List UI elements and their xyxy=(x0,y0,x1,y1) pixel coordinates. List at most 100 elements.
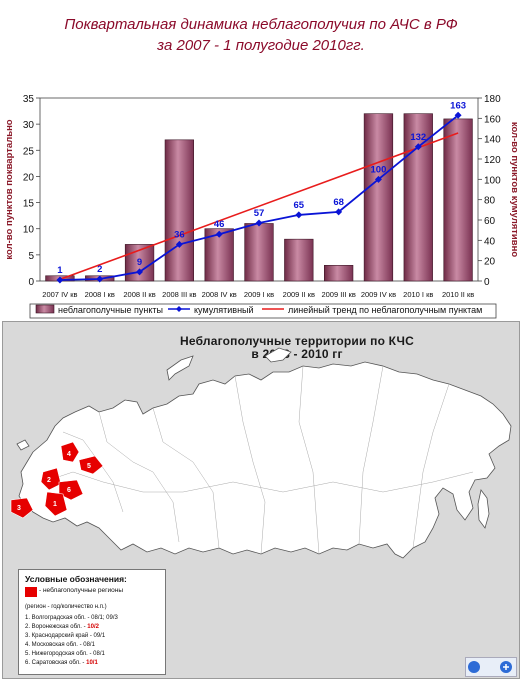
y2-tick-label: 20 xyxy=(484,257,496,268)
legend-swatch xyxy=(25,587,37,597)
cumulative-point xyxy=(335,208,343,216)
x-tick-label: 2008 I кв xyxy=(85,290,115,299)
y-tick-label: 15 xyxy=(23,199,35,210)
legend-trend-label: линейный тренд по неблагополучным пункта… xyxy=(288,305,482,315)
legend-item-text: 4. Московская обл. - 08/1 xyxy=(25,642,95,648)
cumulative-point xyxy=(374,175,382,183)
region-1-volgograd xyxy=(44,491,68,517)
x-tick-label: 2008 III кв xyxy=(162,290,196,299)
legend-item-text: 2. Воронежская обл. - xyxy=(25,624,88,630)
y2-axis-title: кол-во пунктов кумулятивно xyxy=(509,122,520,257)
trend-line xyxy=(59,132,459,281)
cumulative-point xyxy=(215,230,223,238)
chart-subtitle: за 2007 - 1 полугодие 2010гг. xyxy=(157,37,365,54)
x-tick-label: 2008 II кв xyxy=(123,290,155,299)
sakhalin-island xyxy=(477,489,490,529)
region-3-krasnodar xyxy=(10,497,34,519)
x-tick-label: 2010 I кв xyxy=(403,290,433,299)
bar xyxy=(244,223,274,282)
bar xyxy=(164,139,194,282)
map-region-number: 4 xyxy=(67,451,71,458)
legend-subtitle: (регион - год/количество н.п.) xyxy=(25,604,107,610)
bar xyxy=(443,118,473,282)
legend-item: 1. Волгоградская обл. - 08/1; 09/3 xyxy=(25,615,118,621)
cumulative-point xyxy=(175,240,183,248)
y-tick-label: 10 xyxy=(23,225,35,236)
legend-title: Условные обозначения: xyxy=(25,574,127,584)
x-tick-label: 2008 IV кв xyxy=(202,290,237,299)
y2-tick-label: 0 xyxy=(484,277,490,288)
legend-bar-label: неблагополучные пункты xyxy=(58,305,163,315)
bar xyxy=(324,265,354,282)
x-tick-label: 2009 III кв xyxy=(321,290,355,299)
legend-swatch-label: - неблагополучные регионы xyxy=(39,587,123,594)
y-tick-label: 5 xyxy=(28,251,34,262)
cumulative-point xyxy=(414,143,422,151)
y-tick-label: 0 xyxy=(28,277,34,288)
map-title: Неблагополучные территории по КЧС xyxy=(180,334,414,348)
data-label: 46 xyxy=(214,219,225,230)
cumulative-point xyxy=(295,211,303,219)
data-label: 36 xyxy=(174,229,185,240)
y2-tick-label: 40 xyxy=(484,236,496,247)
data-label: 65 xyxy=(294,200,305,211)
map-region-number: 3 xyxy=(17,505,21,512)
data-label: 100 xyxy=(371,164,387,175)
data-label: 163 xyxy=(450,100,466,111)
region-borders xyxy=(42,365,474,555)
region-2-voronezh xyxy=(40,467,62,491)
legend-item: 2. Воронежская обл. - 10/2 xyxy=(25,624,99,630)
legend-item: 6. Саратовская обл. - 10/1 xyxy=(25,660,98,666)
cumulative-point xyxy=(96,275,104,283)
chart-title: Поквартальная динамика неблагополучия по… xyxy=(64,16,458,33)
map-region-number: 6 xyxy=(67,487,71,494)
x-tick-label: 2009 IV кв xyxy=(361,290,396,299)
cumulative-point xyxy=(56,276,64,284)
arcgis-logo xyxy=(465,657,517,677)
map-region-number: 2 xyxy=(47,477,51,484)
map-region-number: 1 xyxy=(53,501,57,508)
novaya-zemlya-island xyxy=(166,355,194,381)
y2-tick-label: 180 xyxy=(484,94,501,105)
legend-item-text: 1. Волгоградская обл. - 08/1; 09/3 xyxy=(25,615,118,621)
logo-icon xyxy=(468,661,512,673)
kaliningrad-exclave xyxy=(16,439,30,451)
legend-cumulative-marker xyxy=(176,306,182,312)
x-tick-label: 2007 IV кв xyxy=(42,290,77,299)
legend-item-text: 3. Краснодарский край - 09/1 xyxy=(25,633,106,639)
infected-regions xyxy=(10,441,104,519)
cumulative-point xyxy=(255,219,263,227)
map-legend: Условные обозначения: - неблагополучные … xyxy=(18,569,166,675)
region-5-nizhny-novgorod xyxy=(78,455,104,475)
legend-frame xyxy=(29,303,497,319)
y2-tick-label: 100 xyxy=(484,175,501,186)
x-tick-label: 2010 II кв xyxy=(442,290,474,299)
legend-item-highlight: 10/2 xyxy=(87,624,99,630)
y2-tick-label: 160 xyxy=(484,114,501,125)
cumulative-point xyxy=(136,268,144,276)
map-panel: Неблагополучные территории по КЧС в 2008… xyxy=(2,321,520,679)
chart-panel: Поквартальная динамика неблагополучия по… xyxy=(0,0,522,319)
y-tick-label: 25 xyxy=(23,146,35,157)
y-axis-title: кол-во пунктов поквартально xyxy=(4,119,15,259)
chart-svg: 0 5 10 15 20 25 30 35 0 20 40 60 80 100 120 140 160 180 ко… xyxy=(4,94,520,319)
y2-tick-label: 120 xyxy=(484,155,501,166)
legend-item: 3. Краснодарский край - 09/1 xyxy=(25,633,105,639)
legend-cumulative-label: кумулятивный xyxy=(194,305,254,315)
russia-landmass xyxy=(18,361,512,559)
map-region-number: 5 xyxy=(87,463,91,470)
y-tick-label: 30 xyxy=(23,120,35,131)
y2-tick-label: 140 xyxy=(484,135,501,146)
legend-item: 5. Нижегородская обл. - 08/1 xyxy=(25,651,105,657)
data-label: 57 xyxy=(254,208,265,219)
legend-item-text: 6. Саратовская обл. - xyxy=(25,660,87,666)
y-tick-label: 20 xyxy=(23,172,35,183)
y2-tick-label: 80 xyxy=(484,196,496,207)
y2-tick-label: 60 xyxy=(484,216,496,227)
x-tick-label: 2009 I кв xyxy=(244,290,274,299)
legend-item-highlight: 10/1 xyxy=(86,660,98,666)
legend-item-text: 5. Нижегородская обл. - 08/1 xyxy=(25,651,105,657)
bar xyxy=(284,238,314,282)
map-svg: 4 5 2 6 1 3 xyxy=(10,347,512,559)
legend-item: 4. Московская обл. - 08/1 xyxy=(25,642,95,648)
